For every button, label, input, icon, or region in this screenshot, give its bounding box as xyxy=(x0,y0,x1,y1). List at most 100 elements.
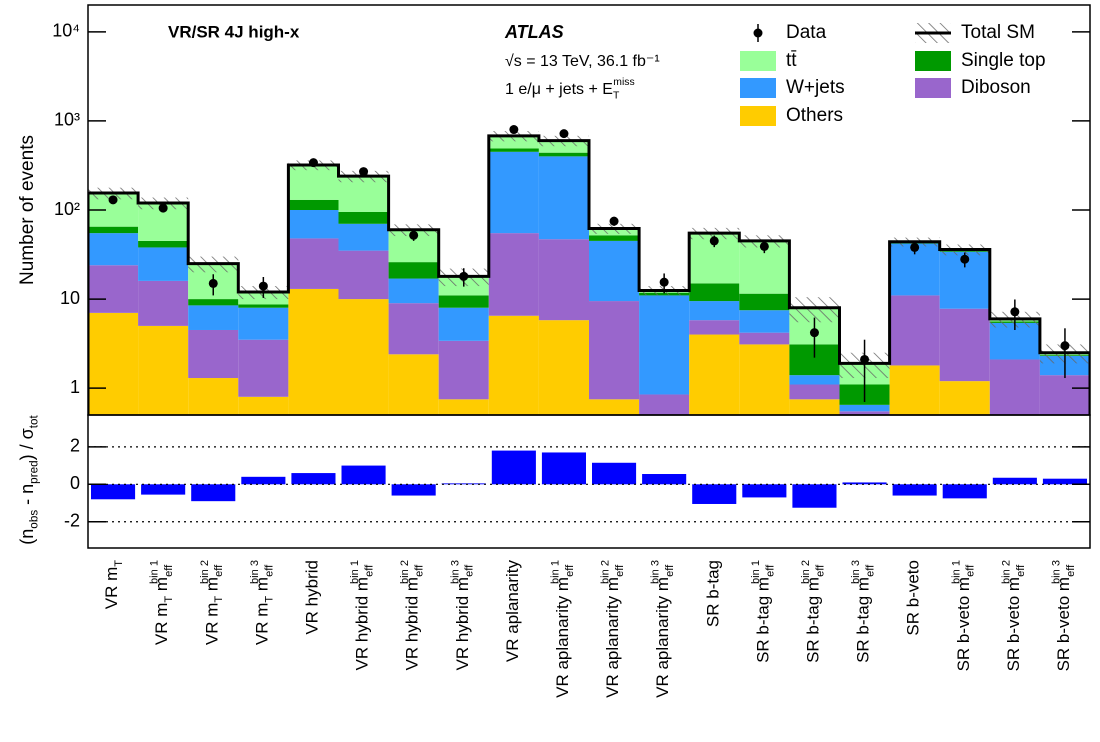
stack-segment xyxy=(138,240,189,248)
stack-segment xyxy=(288,238,339,289)
experiment-label: ATLAS xyxy=(504,22,564,42)
stack-segment xyxy=(689,283,740,302)
data-point xyxy=(960,254,970,264)
y-tick-label: 1 xyxy=(70,377,80,397)
data-point xyxy=(459,271,469,281)
text-part: VR hybrid xyxy=(303,560,322,635)
text-part: VR aplanarity m xyxy=(553,577,572,698)
stack-segment xyxy=(789,399,840,415)
x-tick-label: VR aplanarity meffbin 1 xyxy=(549,560,575,698)
data-point xyxy=(409,230,419,240)
y-tick-label: 10 xyxy=(60,288,80,308)
x-tick-label: SR b-veto xyxy=(904,560,923,636)
text-part: SR b-veto xyxy=(904,560,923,636)
data-point xyxy=(359,167,369,177)
stack-segment xyxy=(589,399,640,415)
x-tick-label: VR aplanarity meffbin 3 xyxy=(650,560,676,698)
subscript: T xyxy=(113,560,125,567)
stack-segment xyxy=(88,312,139,415)
superscript: bin 1 xyxy=(549,560,561,584)
stack-segment xyxy=(689,301,740,321)
superscript: miss xyxy=(613,77,634,88)
text-part: VR m xyxy=(103,567,122,610)
region-label: VR/SR 4J high-x xyxy=(168,22,300,41)
stack-segment xyxy=(188,378,239,415)
x-tick-label: SR b-tag xyxy=(704,560,723,627)
stack-segment xyxy=(739,310,790,333)
stack-segment xyxy=(1039,375,1090,415)
stack-segment xyxy=(138,247,189,281)
stack-segment xyxy=(689,334,740,415)
ratio-bar xyxy=(141,484,186,495)
ratio-bar xyxy=(992,477,1037,485)
text-part: m xyxy=(203,577,222,596)
superscript: bin 3 xyxy=(249,560,261,584)
y-tick-label: 10³ xyxy=(54,110,80,130)
x-tick-label: VR hybrid xyxy=(303,560,322,635)
ratio-bar xyxy=(191,484,236,502)
stack-segment xyxy=(238,339,289,397)
stack-segment xyxy=(639,394,690,415)
text-part: VR hybrid m xyxy=(453,577,472,671)
stack-segment xyxy=(288,210,339,239)
stack-segment xyxy=(488,233,539,316)
data-point xyxy=(509,125,519,135)
subscript: eff xyxy=(363,564,375,577)
text-part: SR b-veto m xyxy=(1004,577,1023,671)
total-sm-line xyxy=(88,134,1090,415)
x-tick-label: VR mT meffbin 2 xyxy=(199,560,225,645)
data-point xyxy=(809,328,819,338)
legend-label: tt̄ xyxy=(786,50,797,71)
superscript: bin 3 xyxy=(650,560,662,584)
stack-segment xyxy=(238,304,289,308)
stack-segment xyxy=(238,307,289,340)
stack-segment xyxy=(538,156,589,240)
x-tick-label: VR mT meffbin 3 xyxy=(249,560,275,645)
stack-segment xyxy=(188,329,239,379)
text-part: SR b-tag m xyxy=(804,577,823,663)
stack-segment xyxy=(889,365,940,415)
stack-segment xyxy=(438,340,489,400)
stack-segment xyxy=(388,262,439,279)
stack-segment xyxy=(839,404,890,412)
stack-segment xyxy=(589,235,640,241)
ratio-bar xyxy=(792,484,837,508)
superscript: bin 3 xyxy=(1050,560,1062,584)
ratio-bar xyxy=(541,452,586,485)
stack-segment xyxy=(388,354,439,415)
text-part: VR m xyxy=(153,603,172,646)
stack-segment xyxy=(338,250,389,300)
ratio-bar xyxy=(491,450,536,485)
text-part: VR aplanarity xyxy=(503,560,522,663)
legend-swatch xyxy=(740,78,776,98)
legend-label: Others xyxy=(786,105,843,126)
subscript: eff xyxy=(263,564,275,577)
ratio-plot xyxy=(91,450,1087,508)
subscript: eff xyxy=(864,564,876,577)
legend-label: W+jets xyxy=(786,77,845,98)
x-tick-label: VR aplanarity xyxy=(503,560,522,663)
data-point xyxy=(158,203,168,213)
ratio-bar xyxy=(1042,478,1087,485)
stack-segment xyxy=(238,396,289,415)
text-part: SR b-tag m xyxy=(754,577,773,663)
text-part: VR aplanarity m xyxy=(654,577,673,698)
subscript: eff xyxy=(1065,564,1077,577)
ratio-frame xyxy=(87,414,1091,549)
x-tick-label: VR hybrid meffbin 2 xyxy=(399,560,425,670)
subscript: T xyxy=(263,596,275,603)
stack-segment xyxy=(939,381,990,415)
stack-segment xyxy=(488,151,539,234)
subscript: eff xyxy=(614,564,626,577)
stack-segment xyxy=(839,411,890,415)
data-point xyxy=(1060,341,1070,351)
stack-segment xyxy=(88,233,139,266)
legend-data-marker xyxy=(753,28,763,38)
superscript: bin 2 xyxy=(399,560,411,584)
data-point xyxy=(559,129,569,139)
ratio-bar xyxy=(742,484,787,498)
subscript: eff xyxy=(1015,564,1027,577)
data-point xyxy=(609,216,619,226)
text-part: VR aplanarity m xyxy=(604,577,623,698)
